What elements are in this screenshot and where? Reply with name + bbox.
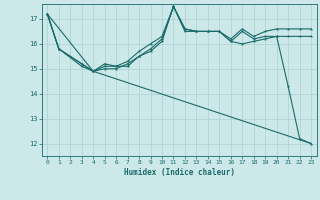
X-axis label: Humidex (Indice chaleur): Humidex (Indice chaleur): [124, 168, 235, 177]
